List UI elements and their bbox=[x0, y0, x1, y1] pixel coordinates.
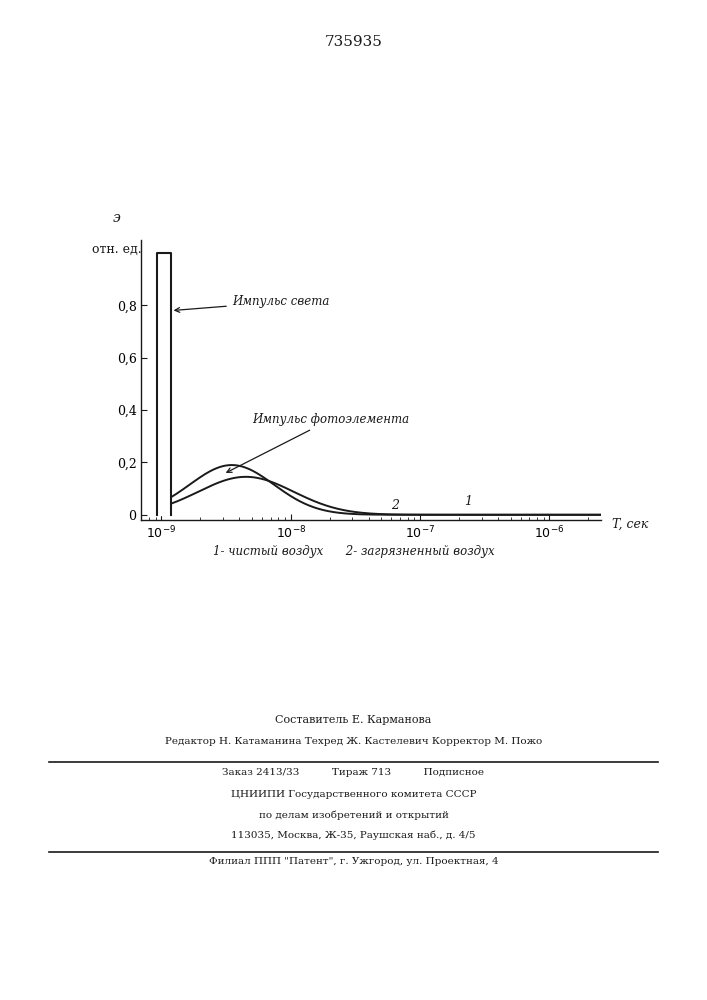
Text: 735935: 735935 bbox=[325, 35, 382, 49]
Text: Импульс света: Импульс света bbox=[175, 295, 329, 312]
Text: Импульс фотоэлемента: Импульс фотоэлемента bbox=[227, 413, 409, 472]
Text: Составитель Е. Карманова: Составитель Е. Карманова bbox=[275, 715, 432, 725]
Text: 2: 2 bbox=[392, 499, 399, 512]
Text: Заказ 2413/33          Тираж 713          Подписное: Заказ 2413/33 Тираж 713 Подписное bbox=[223, 768, 484, 777]
Text: 1: 1 bbox=[464, 495, 472, 508]
Text: 113035, Москва, Ж-35, Раушская наб., д. 4/5: 113035, Москва, Ж-35, Раушская наб., д. … bbox=[231, 830, 476, 840]
Text: Филиал ППП "Патент", г. Ужгород, ул. Проектная, 4: Филиал ППП "Патент", г. Ужгород, ул. Про… bbox=[209, 857, 498, 866]
Text: Редактор Н. Катаманина Техред Ж. Кастелевич Корректор М. Пожо: Редактор Н. Катаманина Техред Ж. Кастеле… bbox=[165, 737, 542, 746]
Text: ЦНИИПИ Государственного комитета СССР: ЦНИИПИ Государственного комитета СССР bbox=[230, 790, 477, 799]
Text: T, сек: T, сек bbox=[612, 518, 648, 530]
Text: э: э bbox=[113, 211, 120, 225]
Text: 1- чистый воздух      2- загрязненный воздух: 1- чистый воздух 2- загрязненный воздух bbox=[213, 545, 494, 558]
Text: по делам изобретений и открытий: по делам изобретений и открытий bbox=[259, 810, 448, 820]
Text: отн. ед.: отн. ед. bbox=[92, 243, 141, 256]
